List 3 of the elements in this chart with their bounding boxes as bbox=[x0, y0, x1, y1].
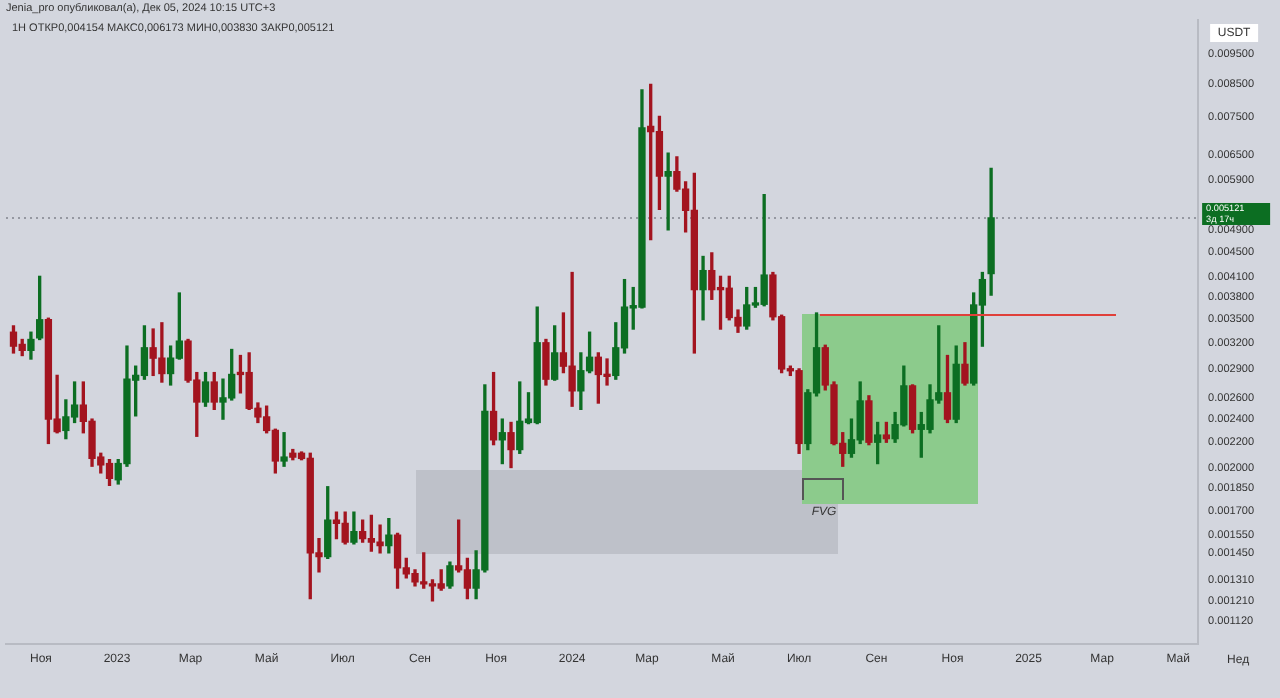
candlestick bbox=[568, 271, 576, 407]
candlestick bbox=[664, 152, 672, 231]
candlestick bbox=[280, 432, 288, 467]
